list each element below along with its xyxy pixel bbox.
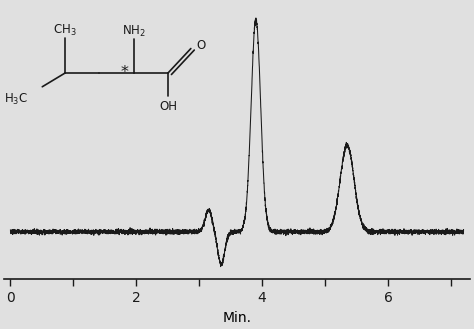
X-axis label: Min.: Min. xyxy=(222,311,252,325)
